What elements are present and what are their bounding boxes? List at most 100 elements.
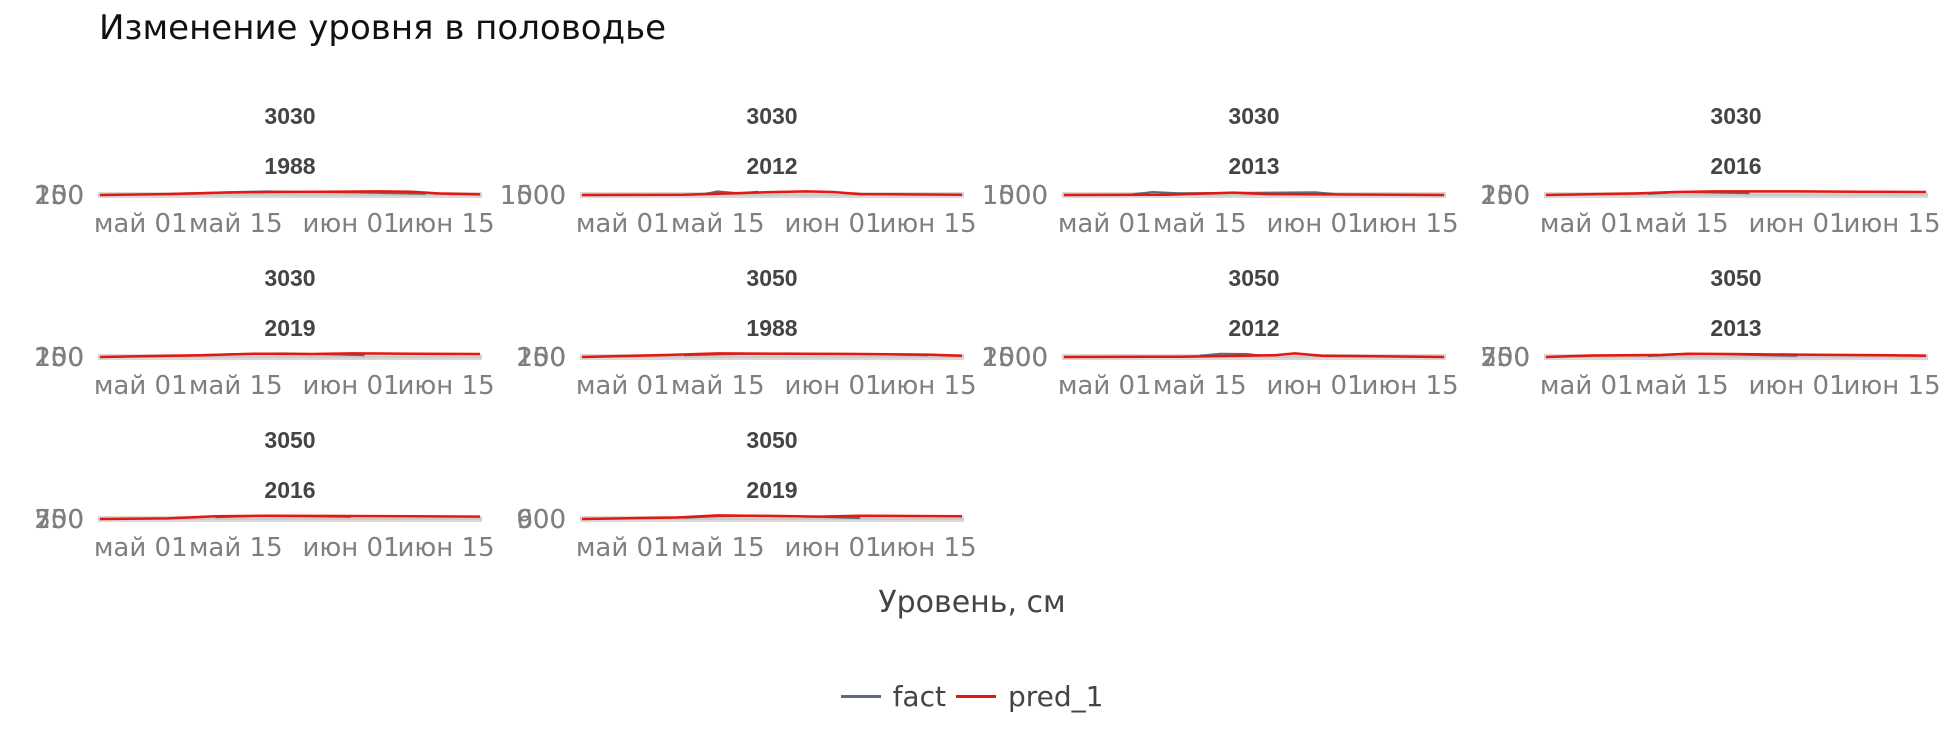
panel-station-label: 3030: [264, 265, 315, 291]
panel-year-label: 2016: [264, 477, 315, 503]
series-line-pred-1: [99, 190, 481, 197]
x-tick-label: май 01: [576, 533, 670, 563]
y-tick-label: 2000: [982, 343, 1048, 373]
y-tick-label: 200: [34, 343, 84, 373]
y-tick-label: 250: [1480, 181, 1530, 211]
y-tick-label: 500: [34, 505, 84, 535]
y-tick-label: 100: [34, 181, 84, 211]
x-tick-label: май 01: [1540, 209, 1634, 239]
x-tick-label: май 15: [189, 209, 283, 239]
x-tick-label: май 01: [576, 209, 670, 239]
panel-year-label: 2012: [746, 153, 797, 179]
y-tick-label: 150: [34, 181, 84, 211]
x-tick-label: июн 01: [303, 533, 400, 563]
y-tick-label: 200: [516, 343, 566, 373]
y-tick-label: 150: [516, 343, 566, 373]
y-tick-label: 200: [1480, 181, 1530, 211]
y-tick-label: 600: [516, 505, 566, 535]
y-tick-label: 250: [34, 505, 84, 535]
panel-year-label: 1988: [264, 153, 315, 179]
x-axis-title: Уровень, см: [878, 585, 1066, 620]
y-tick-label: 250: [1480, 343, 1530, 373]
y-tick-label: 150: [1480, 181, 1530, 211]
y-tick-label: 150: [34, 343, 84, 373]
x-tick-label: май 01: [94, 533, 188, 563]
y-tick-label: 1500: [500, 181, 566, 211]
x-tick-label: июн 01: [785, 533, 882, 563]
series-line-pred-1: [1063, 191, 1445, 197]
panel-station-label: 3030: [746, 103, 797, 129]
panel-year-label: 1988: [746, 315, 797, 341]
x-tick-label: май 15: [1635, 371, 1729, 401]
y-tick-label: 1500: [982, 181, 1048, 211]
series-line-pred-1: [1063, 352, 1445, 359]
legend: fact pred_1: [0, 680, 1944, 713]
y-tick-label: 250: [34, 181, 84, 211]
x-tick-label: май 15: [671, 209, 765, 239]
panel-station-label: 3050: [746, 427, 797, 453]
x-tick-label: июн 15: [398, 533, 495, 563]
series-line-pred-1: [1545, 352, 1927, 359]
y-tick-label: 250: [516, 343, 566, 373]
y-tick-label: 900: [516, 505, 566, 535]
panel-year-label: 2013: [1710, 315, 1761, 341]
x-tick-label: май 01: [1058, 209, 1152, 239]
x-tick-label: июн 15: [398, 371, 495, 401]
panel-year-label: 2019: [264, 315, 315, 341]
panel-year-label: 2012: [1228, 315, 1279, 341]
y-tick-label: 250: [34, 343, 84, 373]
x-tick-label: июн 01: [785, 209, 882, 239]
x-tick-label: май 15: [1635, 209, 1729, 239]
y-tick-label: 750: [1480, 343, 1530, 373]
x-tick-label: май 15: [1153, 209, 1247, 239]
x-tick-label: июн 15: [1362, 209, 1459, 239]
series-line-pred-1: [99, 514, 481, 521]
x-tick-label: июн 01: [785, 371, 882, 401]
y-tick-label: 1000: [982, 343, 1048, 373]
y-tick-label: 500: [1480, 343, 1530, 373]
series-line-pred-1: [581, 190, 963, 197]
x-tick-label: июн 01: [1749, 209, 1846, 239]
x-tick-label: июн 15: [1844, 371, 1941, 401]
y-tick-label: 1000: [500, 181, 566, 211]
x-tick-label: май 01: [1058, 371, 1152, 401]
panel-station-label: 3050: [1710, 265, 1761, 291]
x-tick-label: июн 01: [1749, 371, 1846, 401]
x-tick-label: июн 01: [1267, 371, 1364, 401]
y-tick-label: 100: [1480, 181, 1530, 211]
x-tick-label: июн 15: [1362, 371, 1459, 401]
x-tick-label: май 01: [1540, 371, 1634, 401]
panel-station-label: 3030: [1710, 103, 1761, 129]
series-line-pred-1: [1545, 190, 1927, 197]
x-tick-label: май 15: [189, 371, 283, 401]
x-tick-label: июн 15: [1844, 209, 1941, 239]
x-tick-label: май 01: [94, 371, 188, 401]
legend-item-pred-1: pred_1: [955, 680, 1104, 713]
legend-swatch-pred-1: [955, 695, 996, 698]
x-tick-label: май 15: [189, 533, 283, 563]
panel-year-label: 2013: [1228, 153, 1279, 179]
y-tick-label: 1000: [982, 181, 1048, 211]
panel-year-label: 2016: [1710, 153, 1761, 179]
x-tick-label: май 15: [671, 533, 765, 563]
y-tick-label: 200: [34, 181, 84, 211]
x-tick-label: июн 01: [303, 371, 400, 401]
legend-label-fact: fact: [892, 680, 946, 713]
y-tick-label: 1500: [982, 343, 1048, 373]
legend-label-pred-1: pred_1: [1007, 680, 1104, 713]
x-tick-label: июн 01: [1267, 209, 1364, 239]
series-line-pred-1: [581, 352, 963, 359]
x-tick-label: июн 15: [398, 209, 495, 239]
y-tick-label: 750: [34, 505, 84, 535]
chart-title: Изменение уровня в половодье: [99, 8, 667, 48]
panel-station-label: 3050: [746, 265, 797, 291]
y-tick-label: 100: [516, 343, 566, 373]
series-line-pred-1: [581, 514, 963, 521]
x-tick-label: май 15: [671, 371, 765, 401]
x-tick-label: июн 01: [303, 209, 400, 239]
x-tick-label: июн 15: [880, 371, 977, 401]
x-tick-label: май 01: [576, 371, 670, 401]
x-tick-label: май 15: [1153, 371, 1247, 401]
legend-item-fact: fact: [840, 680, 946, 713]
